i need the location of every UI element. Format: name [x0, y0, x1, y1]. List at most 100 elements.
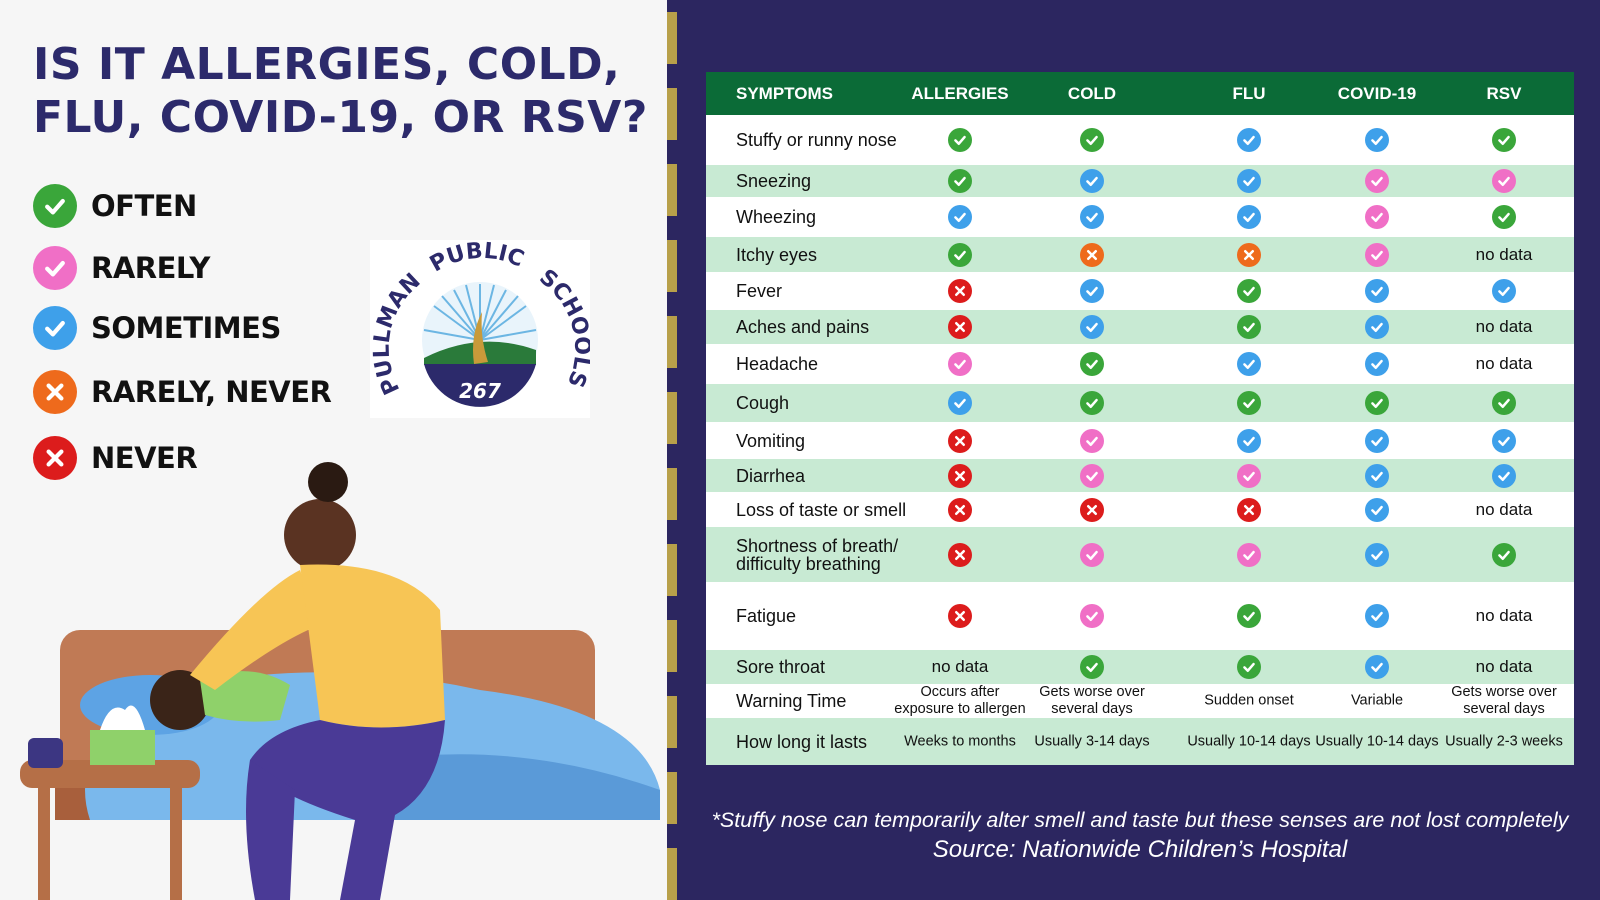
check-icon-rarely: [1365, 169, 1389, 193]
table-cell: [1365, 655, 1389, 679]
legend-label: OFTEN: [91, 189, 197, 223]
table-cell: [1237, 242, 1261, 267]
table-cell: [1365, 315, 1389, 339]
check-icon-sometimes: [1365, 428, 1389, 453]
source-citation: Source: Nationwide Children’s Hospital: [932, 836, 1348, 863]
check-icon-often: [1492, 391, 1516, 415]
table-cell: [1365, 604, 1389, 628]
column-header: RSV: [1486, 84, 1522, 103]
check-icon-sometimes: [1365, 497, 1389, 522]
table-row: Diarrhea: [706, 459, 1574, 492]
check-icon-sometimes: [1365, 315, 1389, 339]
check-icon-often: [948, 128, 972, 152]
divider-dash: [667, 88, 677, 140]
divider-dash: [667, 468, 677, 520]
check-icon-rarely: [1237, 542, 1261, 567]
check-icon-often: [1237, 604, 1261, 628]
divider-dash: [667, 544, 677, 596]
table-row: Itchy eyes no data: [706, 237, 1574, 272]
table-row: Shortness of breath/ difficulty breathin…: [706, 527, 1574, 582]
symptom-label: Fever: [736, 281, 783, 301]
cell-text: Variable: [1350, 692, 1404, 709]
table-cell: [1365, 205, 1389, 229]
footnote: *Stuffy nose can temporarily alter smell…: [711, 808, 1569, 832]
table-cell: Variable: [1307, 693, 1447, 710]
table-cell: [948, 352, 972, 376]
x-icon-never: [948, 428, 972, 453]
check-icon-sometimes: [1080, 315, 1104, 339]
table-cell: [1237, 428, 1261, 453]
check-icon: [33, 246, 77, 290]
check-icon-sometimes: [1080, 169, 1104, 193]
check-icon-rarely: [948, 352, 972, 376]
sick-child-illustration: [20, 462, 660, 900]
x-icon-never: [948, 315, 972, 339]
table-cell: [1080, 497, 1104, 522]
check-icon-often: [1080, 391, 1104, 415]
table-cell: [1080, 242, 1104, 267]
cell-text: Usually 3-14 days: [1034, 733, 1150, 749]
check-icon-sometimes: [1237, 352, 1261, 376]
table-row: Vomiting: [706, 422, 1574, 459]
logo-text-top: PUBLIC: [426, 240, 528, 277]
no-data-text: no data: [1475, 317, 1533, 336]
column-header: FLU: [1232, 84, 1266, 103]
table-cell: [1080, 428, 1104, 453]
table-cell: Gets worse over several days: [1434, 684, 1574, 718]
x-icon: [33, 436, 77, 480]
check-icon-rarely: [1080, 428, 1104, 453]
table-cell: [1080, 391, 1104, 415]
x-icon-never: [1237, 497, 1261, 522]
table-cell: Weeks to months: [890, 733, 1030, 750]
dashed-divider: [667, 0, 679, 900]
table-cell: [1492, 128, 1516, 152]
table-cell: [1365, 279, 1389, 303]
check-icon-often: [1080, 128, 1104, 152]
table-cell: [1365, 242, 1389, 267]
no-data-text: no data: [1475, 606, 1533, 625]
table-row: Fatigue no data: [706, 582, 1574, 650]
divider-dash: [667, 316, 677, 368]
x-icon-rarely-never: [1080, 242, 1104, 267]
legend-item: RARELY: [33, 245, 210, 291]
check-icon-sometimes: [1080, 205, 1104, 229]
table-cell: [1080, 169, 1104, 193]
check-icon-sometimes: [1365, 128, 1389, 152]
legend-label: SOMETIMES: [91, 311, 281, 345]
check-icon-sometimes: [1492, 463, 1516, 488]
table-cell: no data: [1476, 606, 1533, 626]
table-cell: [1080, 352, 1104, 376]
logo-emblem: 267 PULLMAN PUBLIC SCHOOLS: [370, 239, 594, 407]
check-icon-rarely: [1492, 169, 1516, 193]
column-header: SYMPTOMS: [736, 84, 833, 103]
symptom-label: Warning Time: [736, 691, 847, 711]
table-cell: [1492, 391, 1516, 415]
table-cell: [1492, 428, 1516, 453]
table-cell: [1365, 463, 1389, 488]
table-cell: [948, 497, 972, 522]
x-icon: [33, 370, 77, 414]
no-data-text: no data: [931, 657, 989, 676]
x-icon-never: [948, 497, 972, 522]
table-cell: [1492, 542, 1516, 567]
check-icon-sometimes: [1237, 205, 1261, 229]
divider-dash: [667, 392, 677, 444]
table-cell: [1237, 205, 1261, 229]
check-icon-often: [1237, 279, 1261, 303]
check-icon: [33, 184, 77, 228]
logo-text-left: PULLMAN: [370, 269, 426, 399]
divider-dash: [667, 848, 677, 900]
cell-text: Gets worse over several days: [1039, 684, 1145, 717]
cell-text: Weeks to months: [904, 733, 1016, 749]
table-cell: Gets worse over several days: [1022, 684, 1162, 718]
school-logo: 267 PULLMAN PUBLIC SCHOOLS: [370, 239, 594, 418]
check-icon-rarely: [1080, 463, 1104, 488]
table-cell: [948, 128, 972, 152]
check-icon-sometimes: [1080, 279, 1104, 303]
table-cell: [1365, 128, 1389, 152]
table-cell: [1080, 542, 1104, 567]
table-cell: [1237, 128, 1261, 152]
check-icon-sometimes: [1365, 542, 1389, 567]
table-cell: Occurs after exposure to allergen: [890, 684, 1030, 718]
check-icon-often: [1080, 655, 1104, 679]
